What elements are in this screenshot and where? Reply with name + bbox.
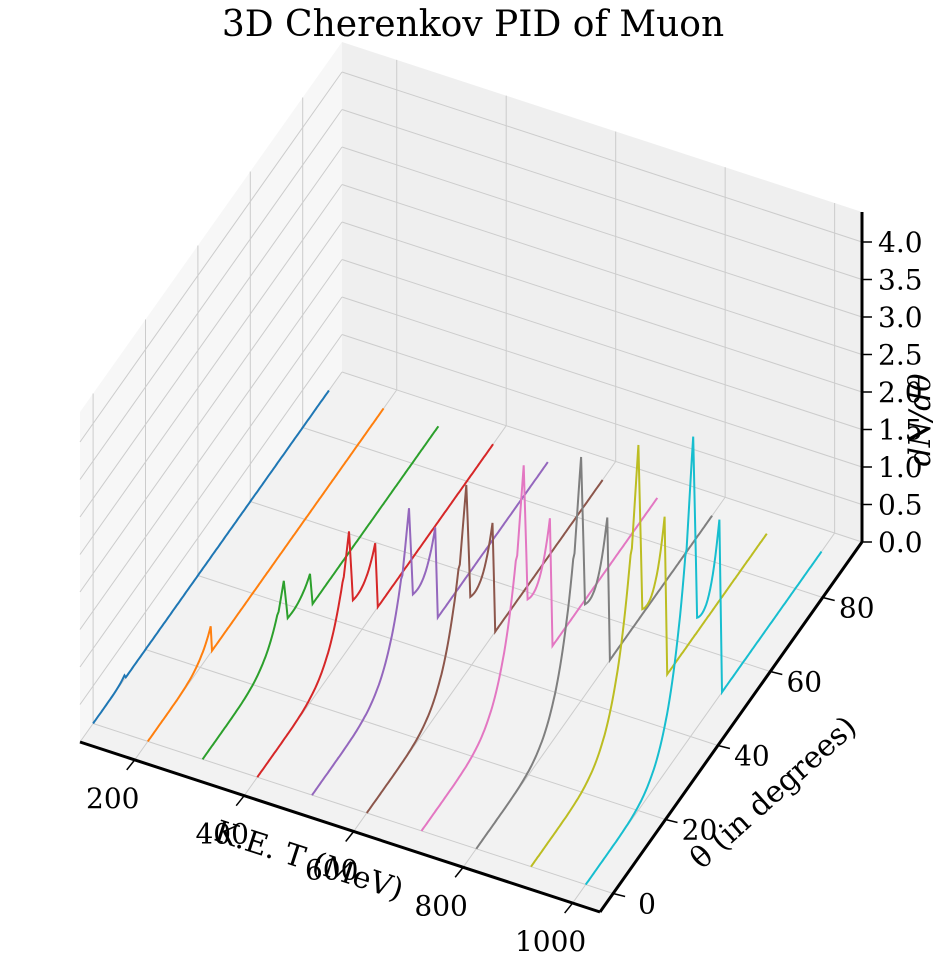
grid-line — [92, 723, 614, 894]
chart-title: 3D Cherenkov PID of Muon — [221, 4, 725, 45]
x-tick-mark — [126, 759, 136, 771]
back-pane — [342, 42, 862, 542]
grid-line — [341, 334, 863, 505]
x-tick-label: 800 — [414, 889, 467, 922]
axis-lines — [79, 212, 864, 914]
z-axis-label: dN/dθ — [903, 374, 938, 467]
z-tick-label: 3.0 — [878, 301, 923, 334]
z-tick-label: 1.0 — [878, 451, 923, 484]
grid-line — [79, 146, 343, 518]
x-tick-label: 600 — [305, 853, 358, 886]
grid-line — [341, 259, 863, 430]
y-tick-mark — [822, 596, 835, 602]
y-tick-label: 20 — [682, 814, 718, 847]
grid-line — [79, 71, 343, 443]
y-tick-label: 60 — [786, 666, 822, 699]
z-tick-label: 0.5 — [878, 489, 923, 522]
grid-line — [341, 296, 863, 468]
grid-line — [341, 184, 863, 355]
series-line-4 — [256, 443, 494, 778]
series-line-5 — [311, 461, 549, 796]
x-tick-mark — [345, 831, 355, 842]
y-tick-mark — [717, 744, 731, 750]
series-lines — [92, 389, 823, 886]
series-line-6 — [365, 479, 604, 814]
z-tick-label: 1.5 — [878, 414, 923, 447]
x-axis-line — [79, 740, 601, 914]
y-tick-mark — [665, 818, 678, 824]
z-tick-label: 0.0 — [878, 526, 923, 559]
y-tick-mark — [770, 670, 783, 676]
grid-line — [341, 221, 863, 393]
grid-line — [145, 649, 666, 820]
x-tick-mark — [235, 795, 245, 807]
y-tick-label: 40 — [734, 740, 770, 773]
grid-line — [341, 109, 863, 280]
floor-pane — [80, 372, 862, 912]
x-tick-label: 1000 — [515, 925, 586, 958]
x-tick-mark — [564, 902, 574, 914]
grid-line — [302, 427, 823, 598]
series-line-1 — [92, 389, 330, 725]
grid-line — [79, 184, 343, 555]
z-tick-label: 4.0 — [878, 226, 923, 259]
y-tick-label: 80 — [839, 592, 875, 625]
series-line-10 — [584, 436, 823, 886]
y-tick-mark — [612, 892, 626, 898]
grid-line — [79, 334, 343, 705]
grid-line — [341, 146, 863, 318]
grid-line — [79, 296, 343, 668]
z-tick-label: 2.5 — [878, 339, 923, 372]
x-tick-label: 200 — [86, 782, 139, 815]
z-tick-label: 3.5 — [878, 264, 923, 297]
series-line-3 — [201, 425, 440, 760]
series-line-9 — [530, 444, 768, 868]
grid-line — [79, 221, 343, 593]
series-line-7 — [420, 465, 659, 832]
series-line-8 — [475, 456, 713, 850]
grid-line — [341, 371, 863, 543]
y-axis-line — [598, 541, 864, 913]
grid-line — [250, 501, 771, 672]
y-tick-label: 0 — [638, 888, 656, 921]
tick-labels: 200 400 600 800 1000 0 20 40 60 800.0 0.5 1.0 1.5 2.0… — [86, 226, 923, 958]
z-tick-label: 2.0 — [878, 376, 923, 409]
series-line-2 — [146, 407, 385, 742]
grid-line — [79, 109, 343, 480]
grid-line — [341, 71, 863, 243]
x-tick-label: 400 — [195, 818, 248, 851]
grid-line — [79, 259, 343, 630]
x-tick-mark — [454, 866, 464, 878]
grid-line — [197, 575, 719, 746]
